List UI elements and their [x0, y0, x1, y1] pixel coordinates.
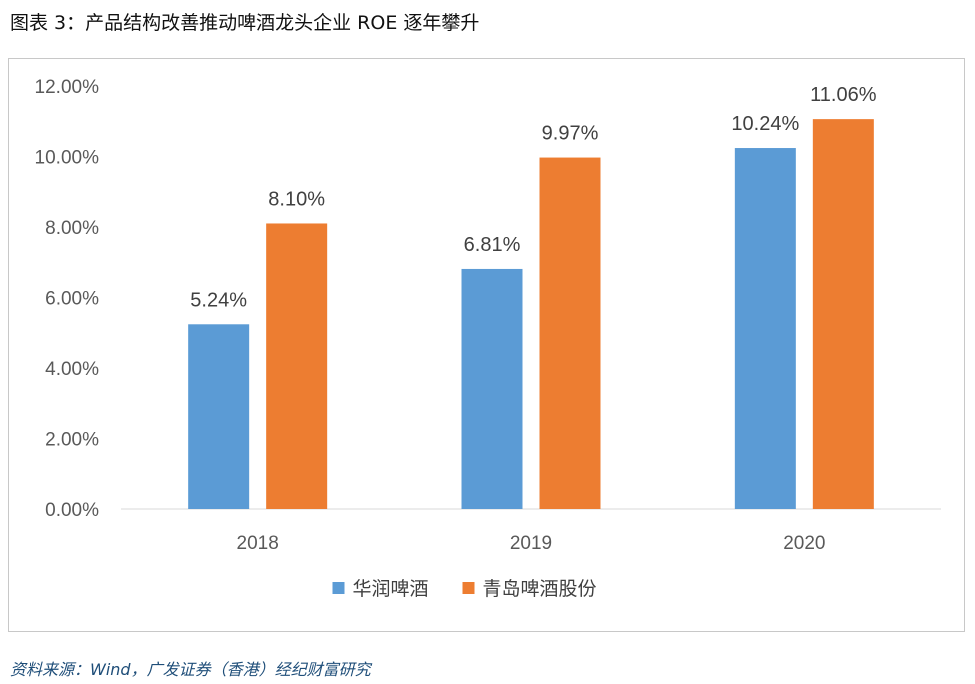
y-tick-label: 0.00%	[45, 500, 99, 521]
bar-2018-series-1	[266, 223, 328, 509]
chart-frame: 0.00% 2.00% 4.00% 6.00% 8.00% 10.00% 12.00% 5.2…	[8, 58, 965, 632]
bar-2020-series-0	[734, 148, 796, 509]
bar-2019-series-0	[461, 268, 523, 509]
y-tick-label: 12.00%	[35, 77, 100, 98]
legend-label: 青岛啤酒股份	[483, 578, 597, 600]
data-label: 6.81%	[464, 234, 521, 256]
bar-chart: 0.00% 2.00% 4.00% 6.00% 8.00% 10.00% 12.00% 5.2…	[35, 77, 941, 600]
y-tick-label: 8.00%	[45, 218, 99, 239]
bar-2020-series-1	[812, 119, 874, 509]
y-tick-label: 6.00%	[45, 289, 99, 310]
y-tick-label: 2.00%	[45, 430, 99, 451]
data-label: 10.24%	[731, 113, 799, 135]
legend-label: 华润啤酒	[353, 578, 429, 600]
data-label: 8.10%	[268, 188, 325, 210]
figure-title: 图表 3：产品结构改善推动啤酒龙头企业 ROE 逐年攀升	[10, 12, 480, 34]
bar-2018-series-0	[188, 324, 250, 509]
x-tick-label: 2020	[783, 533, 825, 554]
source-note: 资料来源：Wind，广发证券（香港）经纪财富研究	[10, 660, 371, 679]
data-label: 11.06%	[810, 84, 877, 106]
x-tick-label: 2018	[237, 533, 279, 554]
bar-2019-series-1	[539, 157, 601, 509]
data-label: 9.97%	[542, 123, 599, 145]
x-tick-label: 2019	[510, 533, 552, 554]
legend-swatch	[462, 582, 475, 594]
y-tick-label: 4.00%	[45, 359, 99, 380]
y-tick-label: 10.00%	[35, 148, 100, 169]
legend-swatch	[332, 582, 345, 594]
data-label: 5.24%	[190, 289, 247, 311]
